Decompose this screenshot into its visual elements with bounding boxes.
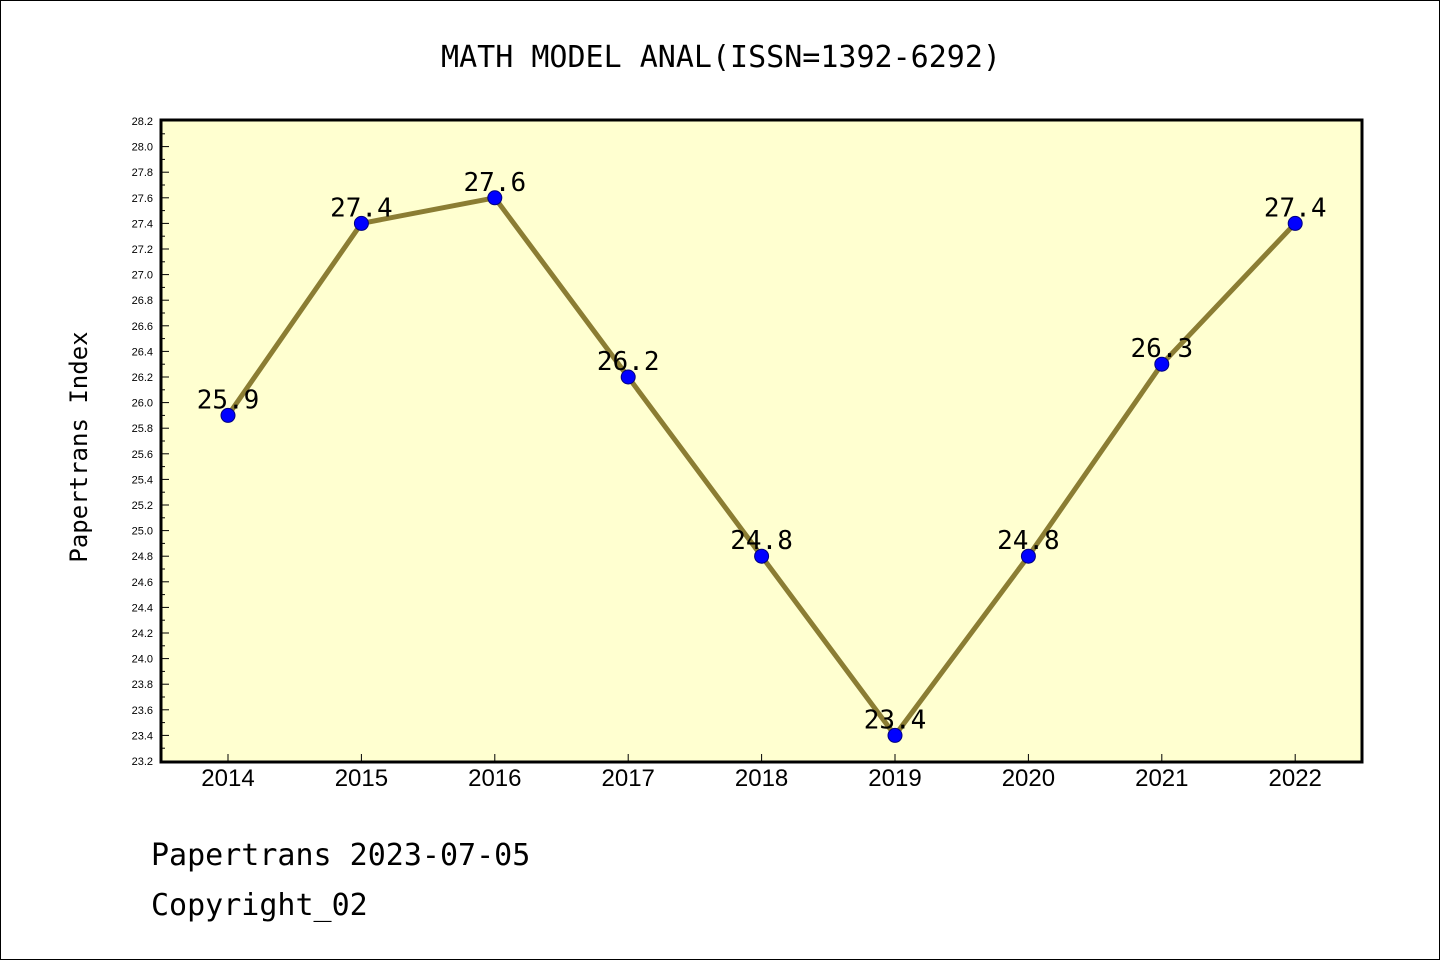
data-label: 27.6 — [463, 168, 526, 198]
data-point — [487, 190, 503, 206]
data-label: 24.8 — [730, 526, 793, 556]
x-tick-label: 2021 — [1135, 765, 1188, 792]
y-tick-label: 27.4 — [132, 218, 153, 230]
footer-copyright-line: Copyright_02 — [151, 888, 368, 923]
y-tick-label: 23.4 — [132, 730, 153, 742]
data-labels: 25.9 27.4 27.6 26.2 24.8 23.4 24.8 26.3 27.4 — [197, 168, 1327, 736]
data-points — [220, 190, 1303, 743]
y-tick-label: 28.0 — [132, 142, 153, 154]
data-point — [1287, 215, 1303, 231]
data-label: 24.8 — [997, 526, 1060, 556]
y-tick-label: 24.6 — [132, 577, 153, 589]
y-tick-label: 25.4 — [132, 474, 153, 486]
y-tick-label: 26.2 — [132, 372, 153, 384]
x-tick-label: 2020 — [1002, 765, 1055, 792]
y-tick-label: 25.6 — [132, 449, 153, 461]
footer-date-line: Papertrans 2023-07-05 — [151, 838, 530, 873]
x-axis: 2014 2015 2016 2017 2018 2019 2020 2021 2022 — [201, 754, 1322, 792]
y-tick-label: 27.8 — [132, 167, 153, 179]
data-label: 23.4 — [864, 705, 927, 735]
y-tick-label: 26.0 — [132, 398, 153, 410]
y-tick-label: 24.8 — [132, 551, 153, 563]
data-point — [754, 548, 770, 564]
y-tick-label: 27.6 — [132, 193, 153, 205]
y-tick-label: 27.0 — [132, 270, 153, 282]
data-point — [887, 727, 903, 743]
data-label: 27.4 — [330, 193, 393, 223]
data-label: 27.4 — [1264, 193, 1327, 223]
x-tick-label: 2018 — [735, 765, 788, 792]
data-label: 26.2 — [597, 347, 660, 377]
y-tick-label: 27.2 — [132, 244, 153, 256]
x-tick-label: 2016 — [468, 765, 521, 792]
y-tick-label: 23.8 — [132, 679, 153, 691]
chart-title: MATH MODEL ANAL(ISSN=1392-6292) — [441, 40, 1001, 75]
y-tick-label: 23.2 — [132, 756, 153, 768]
data-point — [220, 407, 236, 423]
x-tick-label: 2022 — [1269, 765, 1322, 792]
data-point — [620, 369, 636, 385]
data-label: 25.9 — [197, 385, 260, 415]
y-axis: 23.2 23.4 23.6 23.8 24.0 24.2 24.4 24.6 24.8 25.0… — [132, 116, 169, 768]
y-tick-label: 25.0 — [132, 526, 153, 538]
y-tick-label: 26.4 — [132, 346, 153, 358]
y-tick-label: 23.6 — [132, 705, 153, 717]
x-tick-label: 2017 — [602, 765, 655, 792]
y-tick-label: 26.8 — [132, 295, 153, 307]
data-point — [1154, 356, 1170, 372]
y-tick-label: 26.6 — [132, 321, 153, 333]
y-tick-label: 24.2 — [132, 628, 153, 640]
data-label: 26.3 — [1130, 334, 1193, 364]
y-tick-label: 24.0 — [132, 654, 153, 666]
y-tick-label: 24.4 — [132, 602, 153, 614]
y-tick-label: 25.2 — [132, 500, 153, 512]
y-axis-label: Papertrans Index — [65, 331, 93, 562]
data-point — [353, 215, 369, 231]
y-tick-label: 25.8 — [132, 423, 153, 435]
x-tick-label: 2014 — [201, 765, 254, 792]
x-tick-label: 2015 — [335, 765, 388, 792]
data-point — [1020, 548, 1036, 564]
x-tick-label: 2019 — [868, 765, 921, 792]
y-tick-label: 28.2 — [132, 116, 153, 128]
